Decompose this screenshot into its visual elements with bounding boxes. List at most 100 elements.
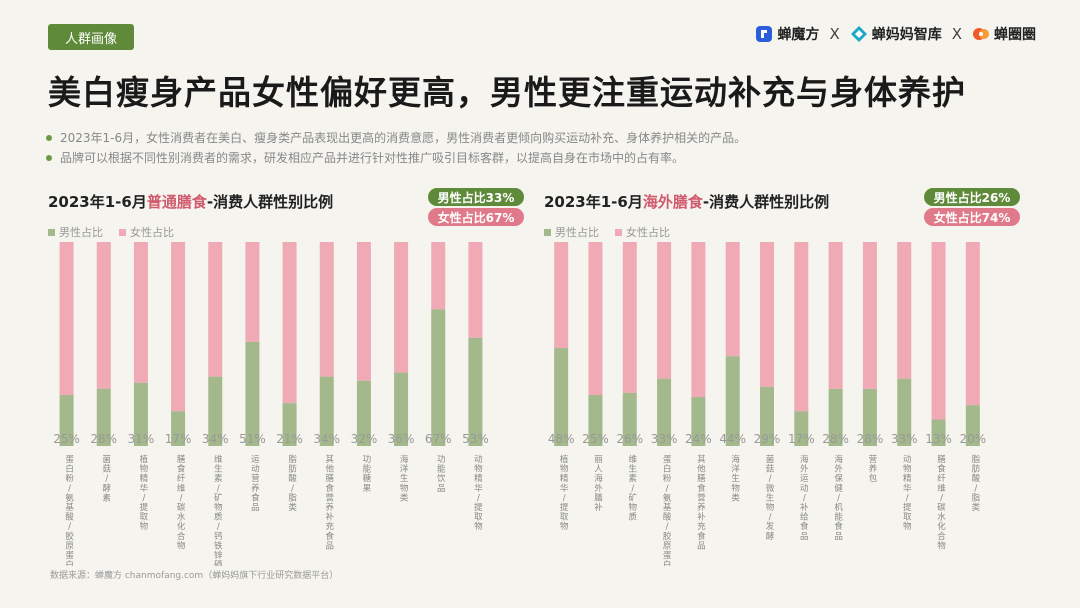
brand-chanmama-label: 蝉妈妈智库 — [871, 27, 942, 43]
female-bar — [171, 242, 186, 412]
bar-value-label: 53% — [462, 432, 489, 446]
bar-value-label: 29% — [754, 432, 781, 446]
category-label: 运动营养食品 — [251, 455, 260, 513]
category-label: 营养包 — [869, 454, 878, 484]
female-bar — [394, 242, 409, 373]
bar-value-label: 32% — [351, 432, 378, 446]
male-bar — [245, 341, 260, 446]
legend-male-label: 男性占比 — [59, 226, 103, 239]
brand-chanmofang-label: 蝉魔方 — [777, 27, 820, 43]
bar-value-label: 44% — [719, 432, 746, 446]
bar-value-label: 28% — [857, 432, 884, 446]
bar-value-label: 33% — [651, 432, 678, 446]
category-label: 蛋白粉/氨基酸/胶原蛋白 — [663, 455, 672, 566]
male-bar — [691, 397, 706, 446]
bar-value-label: 28% — [822, 432, 849, 446]
bar-value-label: 25% — [53, 432, 80, 446]
male-bar — [828, 388, 843, 446]
male-bar — [622, 392, 637, 446]
male-bar — [760, 386, 774, 446]
bullet-item: 2023年1-6月，女性消费者在美白、瘦身类产品表现出更高的消费意愿，男性消费者… — [46, 128, 746, 148]
bullet-dot-icon — [46, 135, 52, 141]
chart-title-highlight: 普通膳食 — [146, 193, 207, 211]
male-total-badge: 男性占比33% — [428, 188, 524, 206]
bar-value-label: 25% — [582, 432, 609, 446]
bullet-dot-icon — [46, 155, 52, 161]
male-bar — [725, 356, 740, 446]
female-bar — [657, 242, 672, 379]
brand-chanmofang: 蝉魔方 — [755, 24, 819, 44]
category-label: 功能饮品 — [437, 454, 446, 494]
category-label: 菌菇/酵素 — [102, 454, 111, 503]
brand-chanquanquan: 蝉圈圈 — [972, 24, 1036, 44]
female-bar — [897, 242, 912, 379]
bar-value-label: 20% — [960, 432, 987, 446]
chanquanquan-logo-icon — [973, 28, 989, 40]
stacked-bar-chart-overseas: 48% 植物精华/提取物 25% 丽人海外膳补 26% 维生素/矿物质 33% 蛋白粉/氨基酸… — [548, 242, 987, 566]
female-bar — [862, 242, 877, 389]
female-bar — [760, 242, 774, 387]
chart-legend: 男性占比 女性占比 — [544, 224, 670, 240]
legend-female-swatch — [615, 228, 622, 236]
bar-value-label: 17% — [788, 432, 815, 446]
category-label: 维生素/矿物质 — [629, 454, 638, 523]
bar-value-label: 48% — [548, 432, 575, 446]
chart-title-prefix: 2023年1-6月 — [544, 193, 643, 211]
chart-title-prefix: 2023年1-6月 — [48, 193, 147, 211]
male-bar — [171, 411, 186, 446]
chart-title: 2023年1-6月普通膳食-消费人群性别比例 — [48, 191, 333, 212]
bullet-item: 品牌可以根据不同性别消费者的需求，研发相应产品并进行针对性推广吸引目标客群，以提… — [46, 148, 746, 168]
category-label: 蛋白粉/氨基酸/胶原蛋白 — [65, 455, 74, 566]
male-bar — [794, 411, 809, 446]
female-bar — [245, 242, 260, 342]
male-bar — [588, 395, 603, 446]
female-bar — [554, 242, 569, 349]
category-label: 植物精华/提取物 — [560, 454, 569, 532]
male-bar — [862, 388, 877, 446]
male-bar — [356, 380, 371, 446]
category-label: 海洋生物类 — [731, 454, 740, 503]
female-bar — [931, 242, 946, 420]
female-bar — [96, 242, 111, 389]
female-bar — [691, 242, 706, 398]
male-bar — [897, 378, 912, 446]
category-label: 海外运动/补给食品 — [800, 454, 809, 542]
legend-male: 男性占比 — [48, 224, 103, 240]
male-bar — [133, 382, 148, 446]
category-label: 动物精华/提取物 — [903, 454, 912, 532]
category-label: 其他膳食营养补充食品 — [697, 455, 706, 551]
category-label: 脂肪酸/脂类 — [972, 454, 981, 513]
category-label: 其他膳食营养补充食品 — [325, 455, 334, 551]
chart-title: 2023年1-6月海外膳食-消费人群性别比例 — [544, 191, 829, 212]
brand-logos: 蝉魔方 X 蝉妈妈智库 X 蝉圈圈 — [755, 24, 1036, 44]
male-bar — [282, 403, 297, 446]
brand-separator-2: X — [951, 25, 962, 43]
chart-title-suffix: -消费人群性别比例 — [206, 193, 334, 211]
legend-male-swatch — [544, 228, 551, 236]
chart-panel-ordinary-diet: 2023年1-6月普通膳食-消费人群性别比例 男性占比33% 女性占比67% 男… — [44, 186, 524, 566]
legend-male-label: 男性占比 — [555, 226, 599, 239]
category-label: 膳食纤维/碳水化合物 — [937, 454, 946, 551]
legend-female: 女性占比 — [119, 224, 174, 240]
bullet-text: 2023年1-6月，女性消费者在美白、瘦身类产品表现出更高的消费意愿，男性消费者… — [60, 131, 747, 145]
stacked-bar-chart-ordinary: 25% 蛋白粉/氨基酸/胶原蛋白 28% 菌菇/酵素 31% 植物精华/提取物 17% 膳食纤… — [53, 242, 489, 566]
chart-title-highlight: 海外膳食 — [642, 193, 703, 211]
section-tag: 人群画像 — [48, 24, 134, 50]
brand-separator: X — [829, 25, 840, 43]
page-title: 美白瘦身产品女性偏好更高，男性更注重运动补充与身体养护 — [48, 73, 966, 112]
female-bar — [468, 242, 483, 338]
female-bar — [133, 242, 148, 383]
female-bar — [282, 242, 297, 404]
female-bar — [965, 242, 980, 406]
category-label: 脂肪酸/脂类 — [288, 454, 297, 513]
female-bar — [588, 242, 603, 395]
bullet-text: 品牌可以根据不同性别消费者的需求，研发相应产品并进行针对性推广吸引目标客群，以提… — [60, 151, 685, 165]
legend-female-label: 女性占比 — [626, 226, 670, 239]
male-bar — [208, 376, 223, 446]
male-bar — [657, 378, 672, 446]
male-bar — [431, 309, 446, 446]
category-label: 功能糖果 — [363, 454, 372, 494]
chanmofang-logo-icon — [756, 26, 773, 42]
category-label: 菌菇/微生物/发酵 — [766, 454, 775, 542]
chart-legend: 男性占比 女性占比 — [48, 224, 174, 240]
